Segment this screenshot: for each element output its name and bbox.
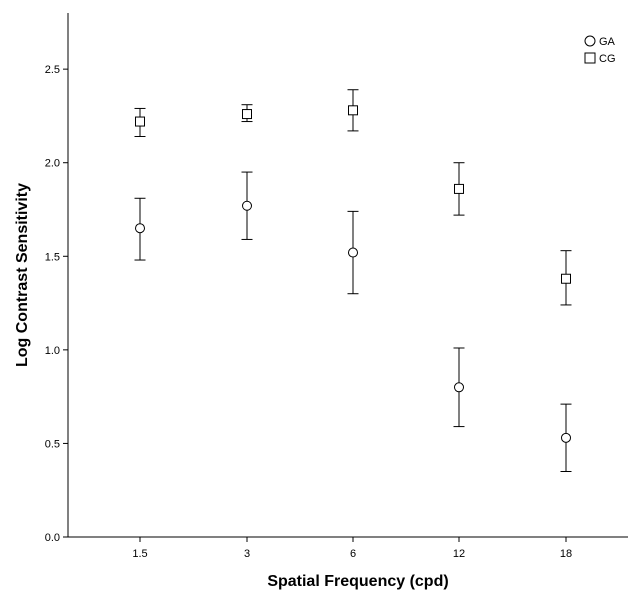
ga-point [348, 247, 358, 258]
y-tick-label: 1.0 [45, 345, 60, 357]
y-tick-label: 0.0 [45, 532, 60, 544]
cg-point [135, 116, 145, 127]
y-axis-title: Log Contrast Sensitivity [14, 183, 31, 367]
cg-point [561, 273, 571, 284]
legend-ga-label: GA [599, 36, 616, 48]
x-tick-label: 12 [453, 548, 465, 560]
legend: GA CG [584, 35, 616, 65]
x-axis-title: Spatial Frequency (cpd) [267, 573, 448, 590]
ga-point [561, 432, 571, 443]
legend-cg-marker [584, 52, 596, 64]
ga-point [454, 382, 464, 393]
legend-cg-label: CG [599, 53, 616, 65]
y-tick-label: 0.5 [45, 438, 60, 450]
ga-point [135, 223, 145, 234]
y-tick-label: 2.0 [45, 158, 60, 170]
cg-point [348, 105, 358, 116]
x-tick-label: 18 [560, 548, 572, 560]
cg-point [242, 109, 252, 120]
ga-point [242, 200, 252, 211]
axes: 0.0 0.5 1.0 1.5 2.0 2.5 1.5 3 6 12 18 [45, 13, 628, 560]
y-tick-label: 2.5 [45, 64, 60, 76]
x-tick-label: 6 [350, 548, 356, 560]
data-marks [134, 89, 572, 472]
legend-ga-marker [584, 35, 596, 47]
x-tick-label: 3 [244, 548, 250, 560]
x-tick-label: 1.5 [132, 548, 147, 560]
cg-point [454, 183, 464, 194]
y-tick-label: 1.5 [45, 251, 60, 263]
